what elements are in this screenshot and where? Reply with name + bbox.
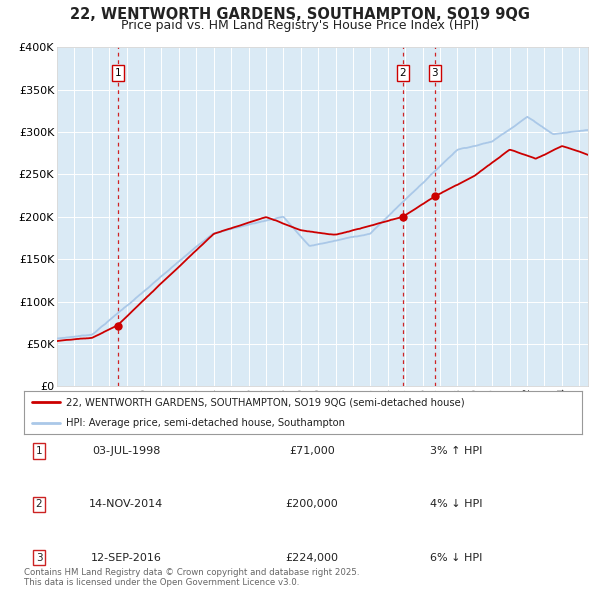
Text: Contains HM Land Registry data © Crown copyright and database right 2025.
This d: Contains HM Land Registry data © Crown c… bbox=[24, 568, 359, 587]
Text: 3% ↑ HPI: 3% ↑ HPI bbox=[430, 447, 482, 456]
Text: Price paid vs. HM Land Registry's House Price Index (HPI): Price paid vs. HM Land Registry's House … bbox=[121, 19, 479, 32]
Text: £200,000: £200,000 bbox=[286, 500, 338, 509]
Text: 22, WENTWORTH GARDENS, SOUTHAMPTON, SO19 9QG (semi-detached house): 22, WENTWORTH GARDENS, SOUTHAMPTON, SO19… bbox=[66, 397, 464, 407]
Text: 22, WENTWORTH GARDENS, SOUTHAMPTON, SO19 9QG: 22, WENTWORTH GARDENS, SOUTHAMPTON, SO19… bbox=[70, 7, 530, 22]
Text: 3: 3 bbox=[431, 68, 438, 78]
Text: 6% ↓ HPI: 6% ↓ HPI bbox=[430, 553, 482, 562]
Text: 12-SEP-2016: 12-SEP-2016 bbox=[91, 553, 161, 562]
Text: 3: 3 bbox=[35, 553, 43, 562]
Text: 4% ↓ HPI: 4% ↓ HPI bbox=[430, 500, 482, 509]
Text: 14-NOV-2014: 14-NOV-2014 bbox=[89, 500, 163, 509]
Text: 2: 2 bbox=[400, 68, 406, 78]
Text: 03-JUL-1998: 03-JUL-1998 bbox=[92, 447, 160, 456]
Text: £224,000: £224,000 bbox=[286, 553, 338, 562]
Text: 1: 1 bbox=[35, 447, 43, 456]
Text: 1: 1 bbox=[115, 68, 121, 78]
Text: £71,000: £71,000 bbox=[289, 447, 335, 456]
Text: 2: 2 bbox=[35, 500, 43, 509]
Text: HPI: Average price, semi-detached house, Southampton: HPI: Average price, semi-detached house,… bbox=[66, 418, 345, 428]
